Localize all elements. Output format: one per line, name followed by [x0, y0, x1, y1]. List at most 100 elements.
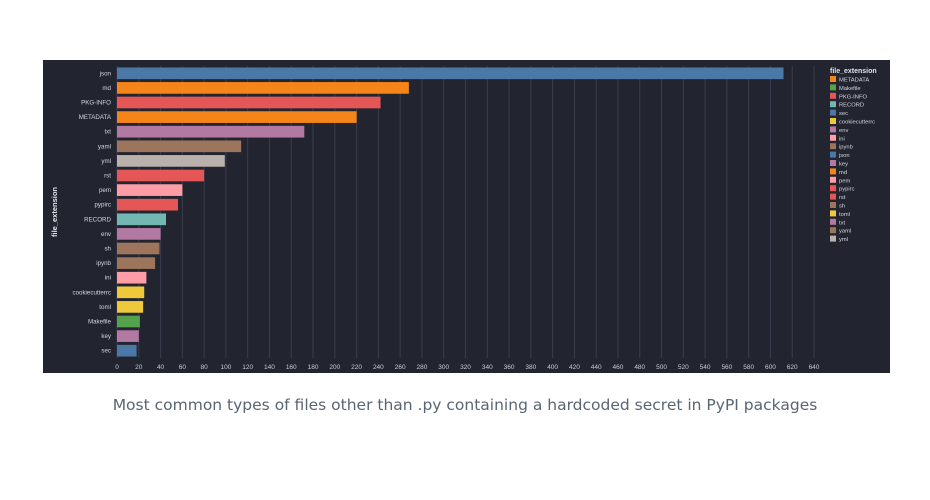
legend-label: pem	[839, 178, 850, 184]
bar	[117, 301, 144, 313]
bar	[117, 198, 178, 211]
legend-label: sec	[839, 111, 848, 117]
legend-swatch	[830, 210, 836, 217]
legend-swatch	[830, 193, 836, 200]
legend-label: json	[838, 153, 850, 159]
legend-swatch	[830, 126, 836, 133]
x-tick-label: 360	[504, 364, 515, 371]
y-tick-label: sh	[104, 246, 111, 253]
x-tick-label: 460	[613, 364, 624, 371]
figure-caption: Most common types of files other than .p…	[112, 396, 818, 414]
x-tick-label: 300	[438, 364, 449, 371]
legend-swatch	[830, 218, 836, 225]
y-tick-label: yml	[101, 158, 111, 165]
legend-label: sh	[839, 204, 845, 210]
legend-swatch	[830, 160, 836, 166]
bar	[117, 257, 156, 269]
legend-label: yaml	[839, 229, 851, 235]
y-tick-label: key	[101, 333, 112, 340]
legend-swatch	[830, 151, 836, 158]
bar	[117, 111, 357, 123]
y-tick-label: cookiecutterrc	[72, 289, 111, 296]
x-tick-label: 440	[591, 364, 602, 371]
y-tick-label: ipynb	[96, 260, 111, 267]
legend-label: Makefile	[839, 86, 861, 92]
bar-chart: 0 20 40 60 80 100 120 140 160 180 200 220 240 260 280 3…	[50, 66, 877, 371]
legend-swatch	[830, 227, 836, 234]
legend-label: md	[839, 170, 847, 176]
x-tick-label: 380	[525, 364, 536, 371]
x-tick-label: 320	[460, 364, 471, 371]
y-tick-label: rst	[104, 173, 111, 180]
x-tick-label: 640	[809, 364, 820, 371]
x-tick-label: 500	[656, 364, 667, 371]
y-tick-label: toml	[99, 304, 111, 311]
y-tick-label: PKG-INFO	[81, 100, 111, 107]
bar	[117, 228, 161, 240]
x-tick-label: 0	[115, 364, 119, 371]
bar	[117, 125, 305, 138]
bar	[117, 344, 137, 357]
legend-label: txt	[839, 220, 846, 226]
x-tick-label: 40	[157, 364, 165, 371]
y-tick-label: sec	[101, 348, 111, 355]
bar	[117, 82, 409, 94]
x-tick-label: 200	[329, 364, 340, 371]
legend-label: key	[839, 162, 848, 168]
x-tick-label: 180	[308, 364, 319, 371]
bar	[117, 184, 183, 196]
legend-swatch	[830, 185, 836, 192]
legend-swatch	[830, 92, 836, 99]
legend-swatch	[830, 143, 836, 150]
legend-label: PKG-INFO	[839, 94, 868, 100]
y-tick-label: pem	[99, 187, 111, 194]
x-tick-label: 340	[482, 364, 493, 371]
x-tick-label: 100	[220, 364, 231, 371]
legend-title: file_extension	[830, 68, 877, 75]
y-tick-label: Makefile	[88, 319, 112, 326]
legend-swatch	[830, 235, 836, 242]
bar	[117, 213, 167, 226]
legend-label: RECORD	[839, 103, 864, 109]
x-tick-label: 580	[743, 364, 754, 371]
x-tick-label: 560	[721, 364, 732, 371]
legend-label: ipynb	[839, 145, 853, 151]
legend-swatch	[830, 76, 836, 82]
legend-swatch	[830, 202, 836, 208]
legend-label: pypirc	[839, 187, 855, 193]
bar	[117, 155, 225, 167]
bar	[117, 330, 139, 342]
x-tick-label: 400	[547, 364, 558, 371]
y-tick-label: RECORD	[84, 216, 111, 223]
y-tick-label: json	[99, 70, 112, 77]
bar	[117, 315, 140, 328]
x-tick-label: 620	[787, 364, 798, 371]
y-tick-label: pypirc	[94, 202, 111, 209]
legend-swatch	[830, 176, 836, 183]
x-tick-label: 120	[242, 364, 253, 371]
x-tick-label: 260	[395, 364, 406, 371]
bar	[117, 169, 205, 182]
y-tick-label: yaml	[98, 143, 111, 150]
legend-swatch	[830, 101, 836, 108]
y-tick-label: md	[102, 85, 111, 92]
x-tick-label: 20	[135, 364, 143, 371]
legend-swatch	[830, 168, 836, 175]
legend-label: yml	[839, 237, 848, 243]
bar	[117, 96, 381, 109]
x-tick-label: 540	[700, 364, 711, 371]
bar	[117, 67, 784, 80]
legend-label: toml	[839, 212, 850, 218]
bar	[117, 271, 147, 284]
x-tick-label: 480	[634, 364, 645, 371]
legend-label: env	[839, 128, 848, 134]
legend-label: ini	[839, 136, 845, 142]
y-tick-label: ini	[105, 275, 111, 282]
bar	[117, 286, 145, 299]
x-tick-label: 280	[417, 364, 428, 371]
x-tick-label: 420	[569, 364, 580, 371]
y-axis-title: file_extension	[50, 187, 59, 237]
y-tick-label: METADATA	[79, 114, 112, 121]
legend-label: rst	[839, 195, 846, 201]
bar	[117, 140, 242, 153]
